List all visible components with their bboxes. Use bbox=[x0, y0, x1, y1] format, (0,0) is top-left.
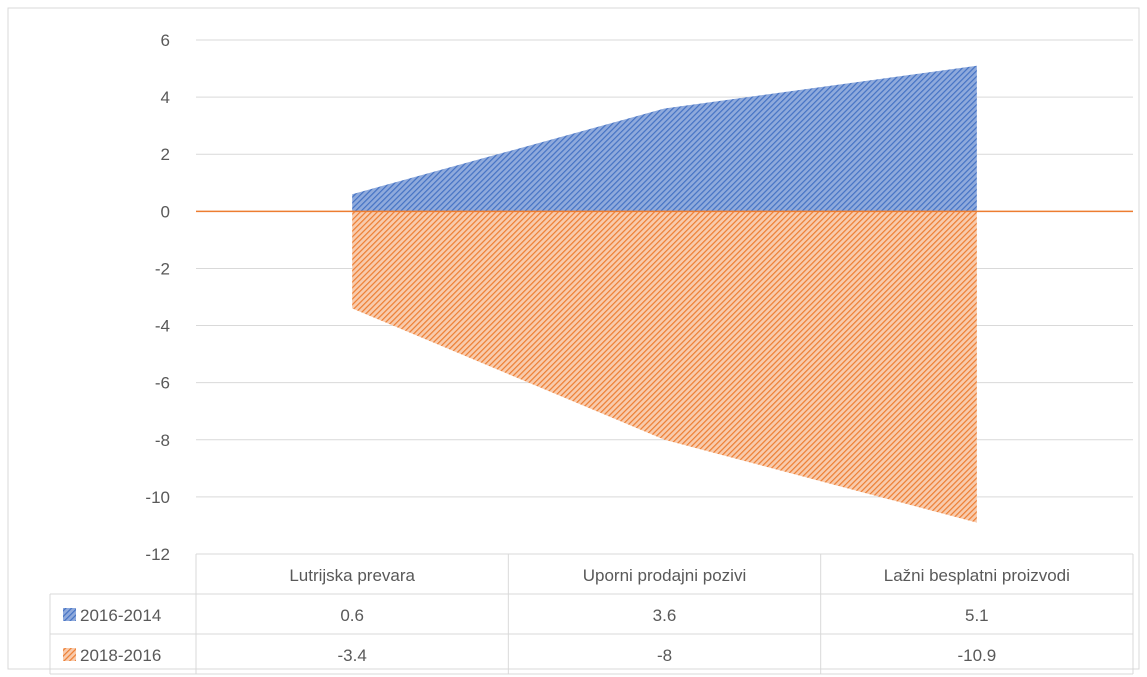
data-value: 3.6 bbox=[653, 606, 677, 625]
y-axis: 6 4 2 0 -2 -4 -6 -8 -10 -12 bbox=[145, 31, 170, 564]
category-label: Uporni prodajni pozivi bbox=[583, 566, 746, 585]
y-tick-label: -6 bbox=[155, 374, 170, 393]
y-tick-label: -2 bbox=[155, 259, 170, 278]
category-label: Lažni besplatni proizvodi bbox=[884, 566, 1070, 585]
y-tick-label: 4 bbox=[161, 88, 170, 107]
legend-key bbox=[63, 648, 76, 661]
area-series-2018-2016 bbox=[352, 211, 977, 523]
legend-label: 2018-2016 bbox=[80, 646, 161, 665]
y-tick-label: 2 bbox=[161, 145, 170, 164]
y-tick-label: 0 bbox=[161, 202, 170, 221]
y-tick-label: -8 bbox=[155, 431, 170, 450]
plot-area bbox=[196, 65, 1133, 523]
data-value: -10.9 bbox=[957, 646, 996, 665]
data-value: 5.1 bbox=[965, 606, 989, 625]
legend-label: 2016-2014 bbox=[80, 606, 161, 625]
data-value: -8 bbox=[657, 646, 672, 665]
data-table: Lutrijska prevara Uporni prodajni pozivi L… bbox=[49, 553, 1134, 675]
y-tick-label: -4 bbox=[155, 317, 170, 336]
y-tick-label: 6 bbox=[161, 31, 170, 50]
data-value: -3.4 bbox=[338, 646, 367, 665]
data-value: 0.6 bbox=[340, 606, 364, 625]
y-tick-label: -10 bbox=[145, 488, 170, 507]
legend-key bbox=[63, 608, 76, 621]
area-series-2016-2014 bbox=[352, 65, 977, 212]
category-label: Lutrijska prevara bbox=[289, 566, 415, 585]
y-tick-label: -12 bbox=[145, 545, 170, 564]
